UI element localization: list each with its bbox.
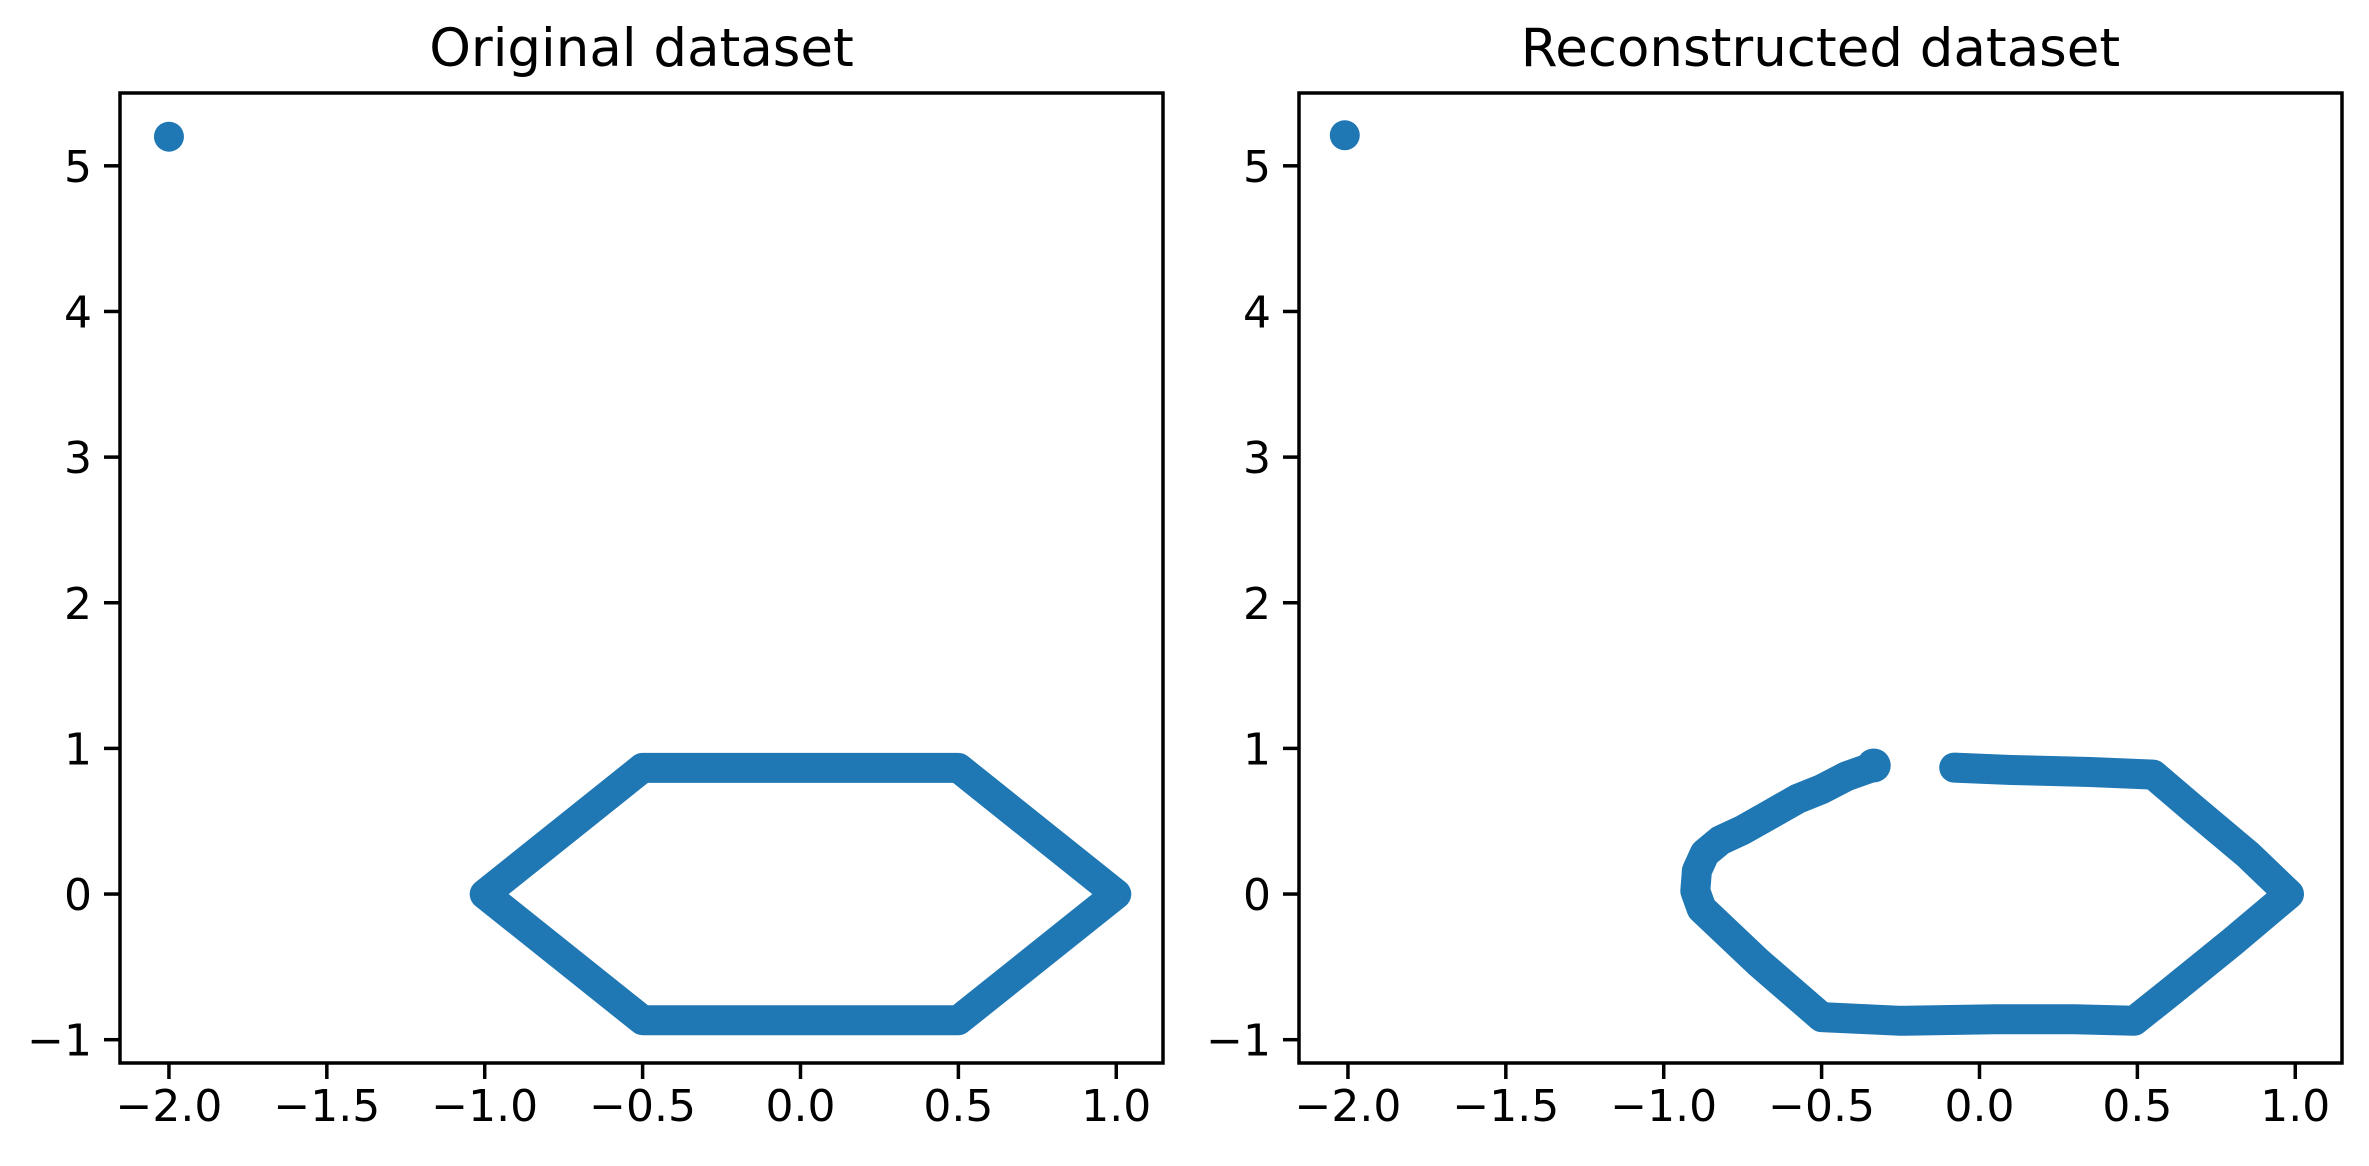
x-tick-label: −1.5 bbox=[273, 1081, 380, 1132]
y-tick-label: 0 bbox=[1243, 870, 1271, 921]
y-tick-label: 2 bbox=[1243, 579, 1271, 630]
plot-title-original: Original dataset bbox=[429, 18, 854, 79]
scatter-ring bbox=[1680, 751, 2304, 1036]
x-tick-label: −1.0 bbox=[1610, 1081, 1717, 1132]
y-tick-label: 1 bbox=[64, 724, 92, 775]
y-tick-label: 5 bbox=[1243, 142, 1271, 193]
x-tick-label: 0.5 bbox=[923, 1081, 993, 1132]
plot-spines bbox=[118, 91, 1165, 1065]
x-tick-label: −1.0 bbox=[431, 1081, 538, 1132]
outlier-point bbox=[1329, 120, 1360, 151]
x-tick-label: 1.0 bbox=[2260, 1081, 2330, 1132]
outlier-point bbox=[153, 121, 184, 152]
x-tick-label: 0.0 bbox=[765, 1081, 835, 1132]
x-tick-label: 1.0 bbox=[1081, 1081, 1151, 1132]
x-tick-label: −1.5 bbox=[1452, 1081, 1559, 1132]
y-tick-label: 1 bbox=[1243, 724, 1271, 775]
y-tick-label: −1 bbox=[1206, 1016, 1271, 1067]
y-tick-label: 3 bbox=[1243, 433, 1271, 484]
x-tick-label: 0.5 bbox=[2102, 1081, 2172, 1132]
scatter-ring bbox=[469, 752, 1132, 1036]
x-tick-label: −0.5 bbox=[1768, 1081, 1875, 1132]
y-tick-label: 2 bbox=[64, 579, 92, 630]
y-tick-label: −1 bbox=[27, 1016, 92, 1067]
plot-spines bbox=[1297, 91, 2344, 1065]
x-tick-label: −2.0 bbox=[1295, 1081, 1402, 1132]
ring-end-dot bbox=[1856, 748, 1891, 783]
x-tick-label: 0.0 bbox=[1944, 1081, 2014, 1132]
y-tick-label: 3 bbox=[64, 433, 92, 484]
y-tick-label: 4 bbox=[1243, 287, 1271, 338]
x-tick-label: −2.0 bbox=[116, 1081, 223, 1132]
y-tick-label: 4 bbox=[64, 287, 92, 338]
x-tick-label: −0.5 bbox=[589, 1081, 696, 1132]
y-tick-label: 0 bbox=[64, 870, 92, 921]
plot-title-reconstructed: Reconstructed dataset bbox=[1521, 18, 2120, 79]
y-tick-label: 5 bbox=[64, 142, 92, 193]
